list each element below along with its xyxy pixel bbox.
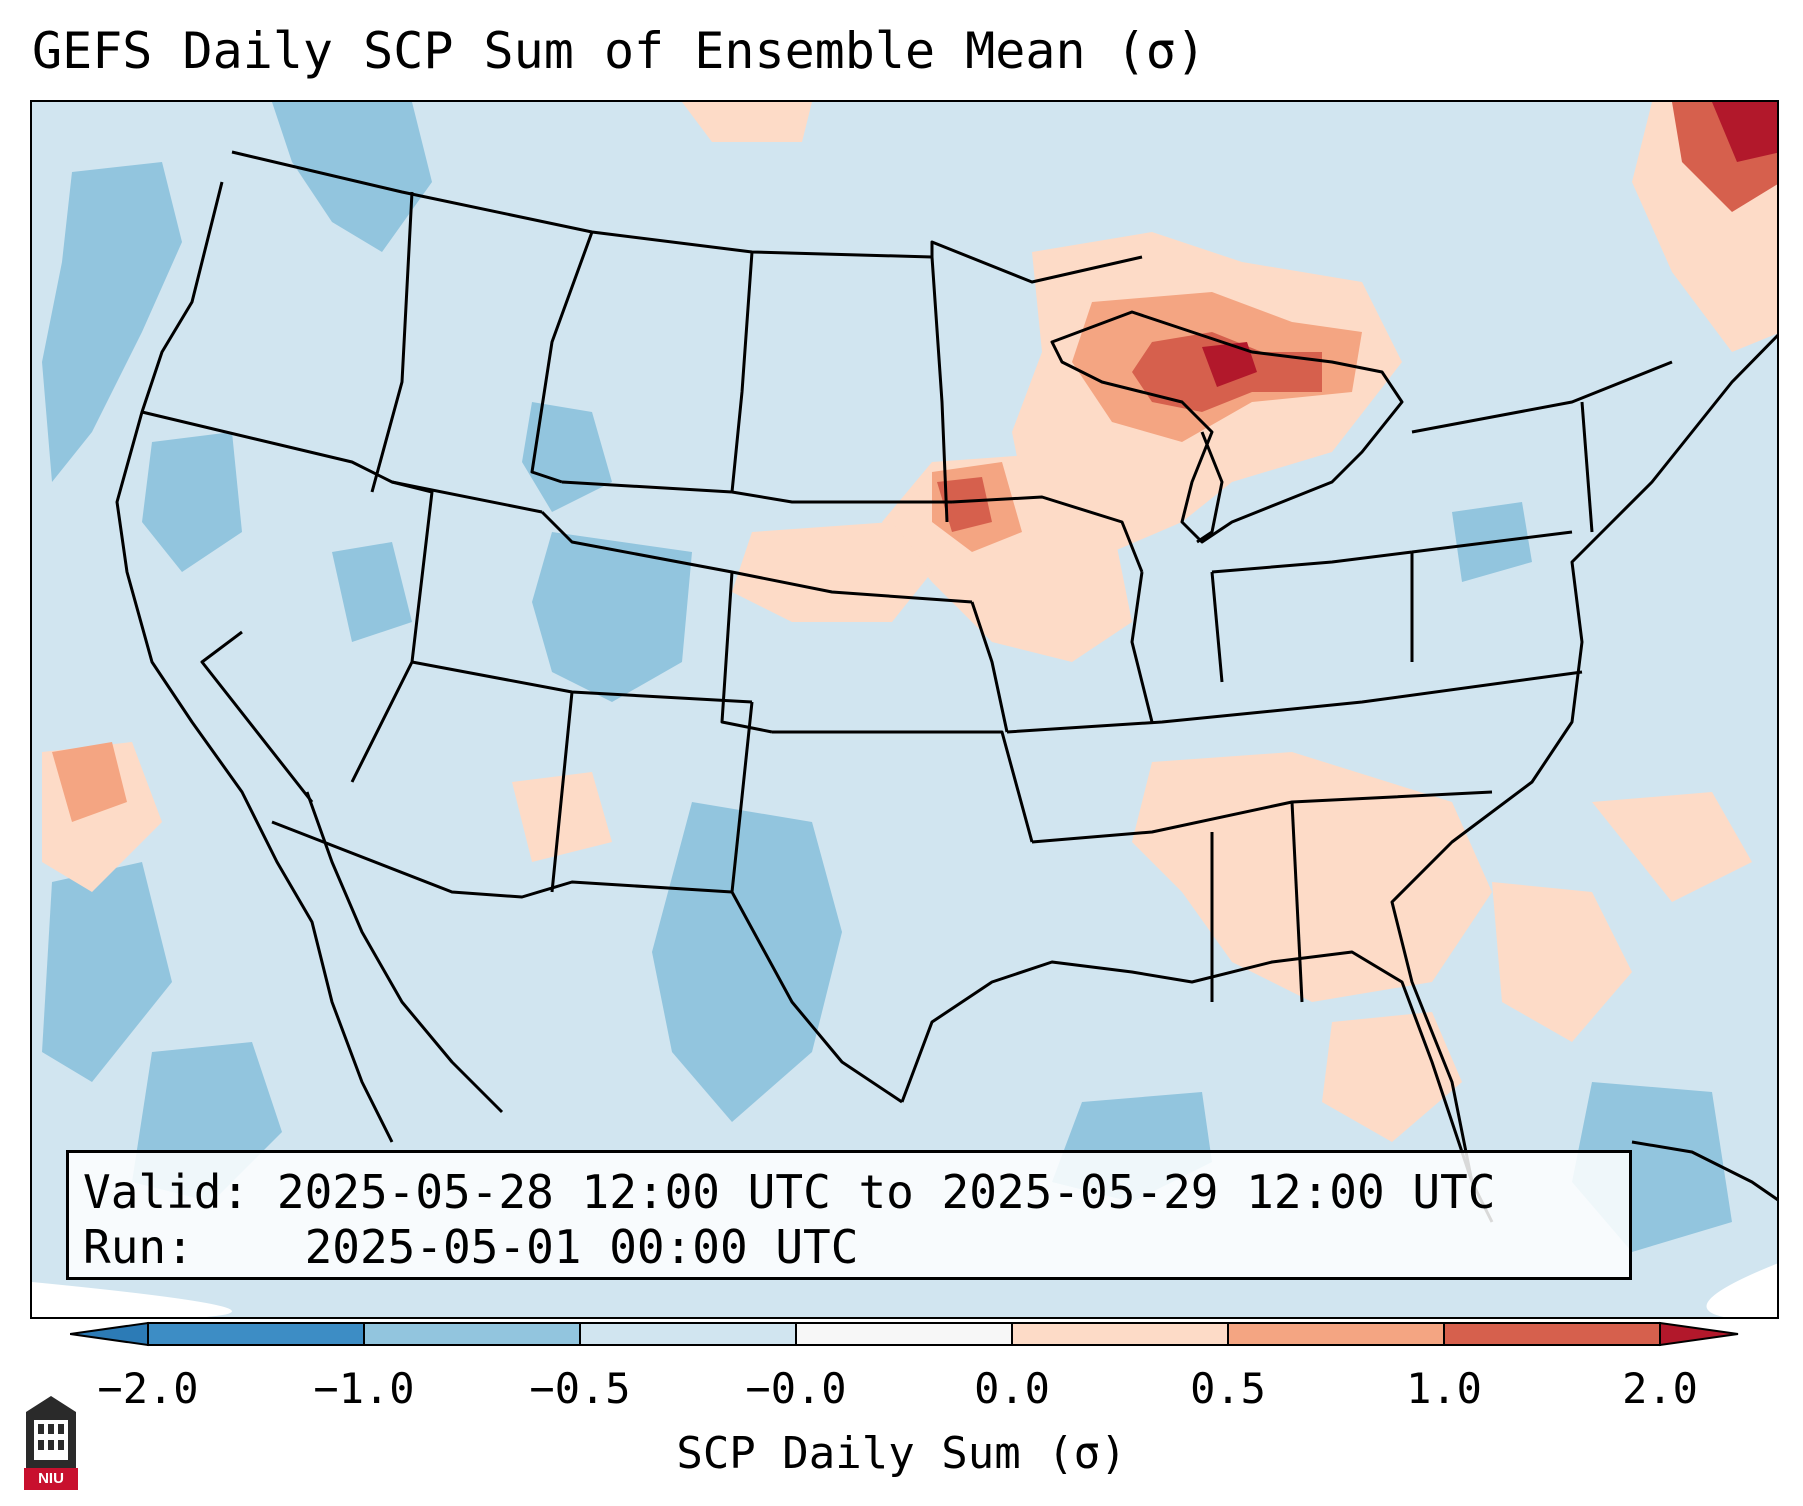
colorbar-tick-label: −2.0 (97, 1364, 199, 1413)
colorbar-tick-label: 0.0 (974, 1364, 1050, 1413)
colorbar-tick-label: −0.0 (745, 1364, 847, 1413)
colorbar-tick-label: −0.5 (529, 1364, 631, 1413)
map-title: GEFS Daily SCP Sum of Ensemble Mean (σ) (32, 22, 1206, 80)
valid-row: Valid: 2025-05-28 12:00 UTC to 2025-05-2… (83, 1165, 1629, 1220)
state-and-country-borders (115, 150, 1777, 1223)
map-domain-corner (32, 1282, 232, 1317)
map-domain-corner (1706, 1263, 1777, 1317)
run-value: 2025-05-01 00:00 UTC (304, 1220, 859, 1274)
valid-run-info-box: Valid: 2025-05-28 12:00 UTC to 2025-05-2… (66, 1150, 1632, 1280)
colorbar-label: SCP Daily Sum (σ) (676, 1428, 1127, 1479)
colorbar-bin (1227, 1322, 1445, 1346)
colorbar-tick-label: 2.0 (1622, 1364, 1698, 1413)
map-background (32, 102, 1777, 1317)
colorbar-bin (363, 1322, 581, 1346)
niu-logo-text: NIU (38, 1470, 64, 1487)
colorbar-bin (579, 1322, 797, 1346)
niu-logo (24, 1396, 78, 1490)
colorbar-extend-high (1659, 1321, 1739, 1347)
colorbar-tick-label: −1.0 (313, 1364, 415, 1413)
run-row: Run: 2025-05-01 00:00 UTC (83, 1220, 1629, 1275)
colorbar-extend-low (70, 1321, 149, 1347)
run-label: Run: (83, 1220, 194, 1274)
valid-label: Valid: (83, 1165, 250, 1219)
positive-anomaly-areas (42, 102, 1777, 1142)
colorbar-tick-label: 0.5 (1190, 1364, 1266, 1413)
map-panel (30, 100, 1779, 1319)
valid-value: 2025-05-28 12:00 UTC to 2025-05-29 12:00… (276, 1165, 1496, 1219)
colorbar-bin (1443, 1322, 1661, 1346)
colorbar-bin (1011, 1322, 1229, 1346)
colorbar-bin (795, 1322, 1013, 1346)
colorbar (70, 1321, 1739, 1347)
colorbar-bin (147, 1322, 365, 1346)
map-canvas (32, 102, 1777, 1317)
colorbar-tick-label: 1.0 (1406, 1364, 1482, 1413)
